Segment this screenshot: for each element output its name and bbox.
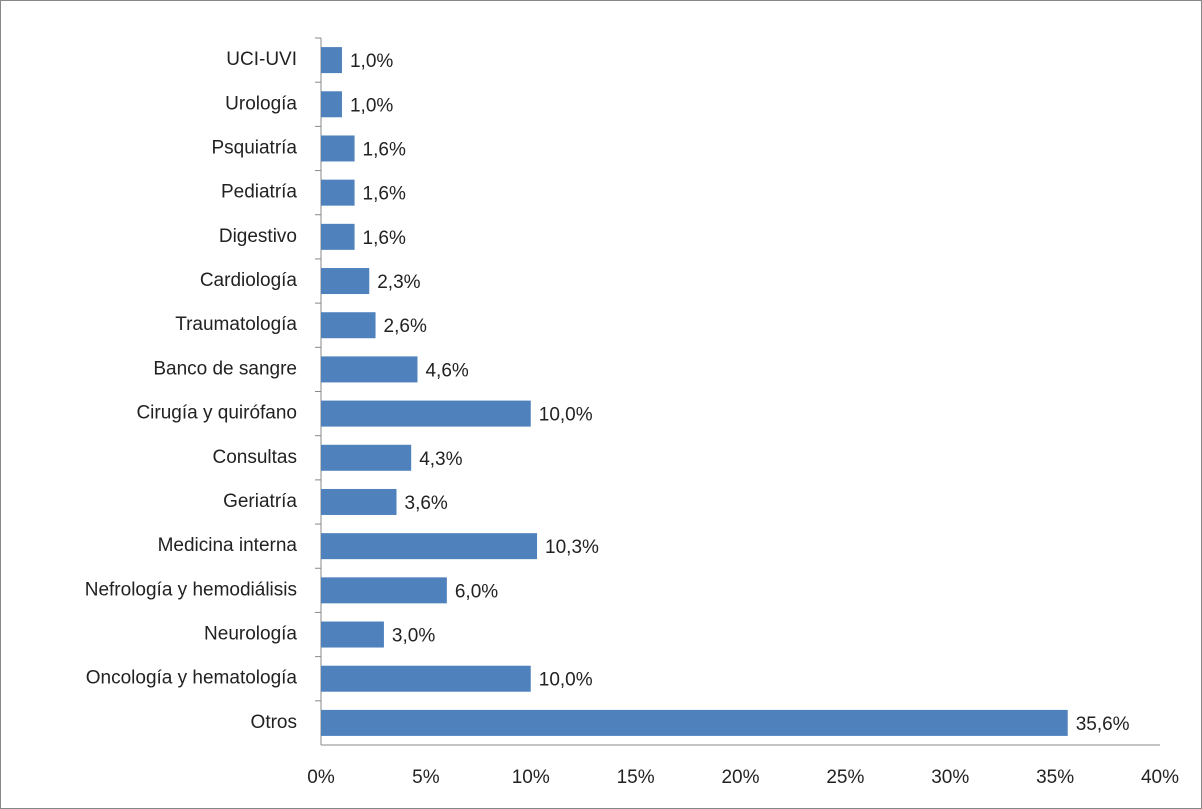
value-label: 3,6% (405, 493, 448, 514)
bar (321, 268, 370, 295)
value-label: 1,6% (363, 184, 406, 205)
y-tick-label: UCI-UVI (226, 49, 297, 70)
x-tick-label: 15% (617, 767, 655, 788)
y-tick-label: Banco de sangre (153, 358, 297, 379)
value-label: 10,0% (539, 670, 593, 691)
y-tick-label: Cirugía y quirófano (136, 403, 297, 424)
bar (321, 577, 447, 604)
bar (321, 665, 531, 692)
x-tick-label: 25% (826, 767, 864, 788)
value-label: 3,0% (392, 626, 435, 647)
x-tick-label: 35% (1036, 767, 1074, 788)
x-tick-label: 20% (721, 767, 759, 788)
x-tick-label: 5% (412, 767, 440, 788)
value-label: 1,6% (363, 228, 406, 249)
y-tick-label: Medicina interna (158, 535, 298, 556)
x-tick-label: 30% (931, 767, 969, 788)
bar (321, 312, 376, 339)
bar (321, 444, 412, 471)
bar (321, 91, 342, 118)
y-tick-label: Otros (251, 712, 297, 733)
value-label: 4,6% (425, 360, 468, 381)
x-tick-label: 40% (1141, 767, 1179, 788)
value-label: 35,6% (1076, 714, 1130, 735)
bar (321, 179, 355, 206)
y-tick-label: Neurología (204, 624, 297, 645)
y-tick-label: Urología (225, 93, 297, 114)
y-tick-label: Geriatría (223, 491, 297, 512)
value-label: 2,3% (377, 272, 420, 293)
x-tick-label: 10% (512, 767, 550, 788)
bar (321, 709, 1068, 736)
y-tick-label: Pediatría (221, 182, 297, 203)
y-tick-label: Psquiatría (211, 137, 297, 158)
y-tick-label: Consultas (213, 447, 298, 468)
y-tick-label: Digestivo (219, 226, 297, 247)
bar (321, 533, 538, 560)
y-tick-label: Cardiología (200, 270, 298, 291)
bar (321, 400, 531, 427)
value-label: 10,0% (539, 405, 593, 426)
value-label: 4,3% (419, 449, 462, 470)
y-tick-label: Traumatología (175, 314, 297, 335)
bar (321, 488, 397, 515)
value-label: 1,0% (350, 95, 393, 116)
value-label: 6,0% (455, 581, 498, 602)
bar (321, 223, 355, 250)
value-label: 2,6% (384, 316, 427, 337)
value-label: 1,6% (363, 139, 406, 160)
bar (321, 135, 355, 162)
x-tick-label: 0% (307, 767, 335, 788)
value-label: 10,3% (545, 537, 599, 558)
bar (321, 356, 418, 383)
value-label: 1,0% (350, 51, 393, 72)
y-tick-label: Nefrología y hemodiálisis (85, 579, 297, 600)
bar (321, 47, 342, 74)
y-tick-label: Oncología y hematología (86, 668, 298, 689)
bar (321, 621, 384, 648)
